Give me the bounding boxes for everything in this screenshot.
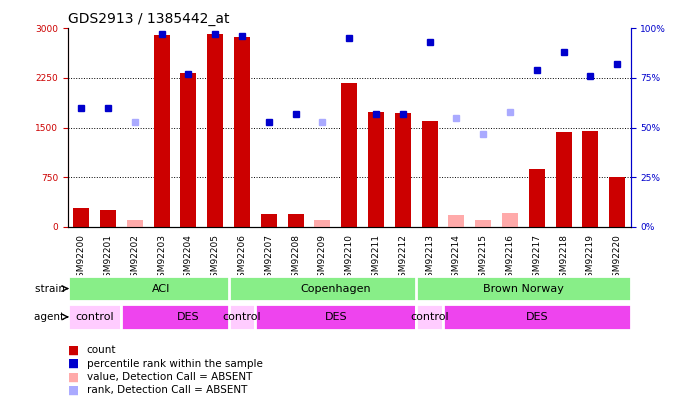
Text: count: count [87, 345, 117, 355]
Text: ACI: ACI [153, 284, 171, 294]
Bar [256, 304, 416, 330]
Text: control: control [410, 312, 449, 322]
Bar [529, 168, 545, 227]
Bar [228, 304, 256, 330]
Bar [100, 210, 116, 227]
Bar [502, 213, 518, 227]
Bar [416, 276, 631, 301]
Bar [368, 112, 384, 227]
Bar [416, 304, 443, 330]
Text: control: control [222, 312, 261, 322]
Text: agent: agent [35, 312, 68, 322]
Text: ■: ■ [68, 371, 79, 384]
Bar [422, 121, 437, 227]
Bar [234, 37, 250, 227]
Text: DES: DES [525, 312, 548, 322]
Bar [121, 304, 256, 330]
Bar [180, 73, 197, 227]
Text: Copenhagen: Copenhagen [300, 284, 371, 294]
Text: value, Detection Call = ABSENT: value, Detection Call = ABSENT [87, 372, 252, 382]
Bar [341, 83, 357, 227]
Bar [261, 214, 277, 227]
Bar [73, 208, 89, 227]
Bar [127, 220, 143, 227]
Text: DES: DES [325, 312, 347, 322]
Text: ■: ■ [68, 344, 79, 357]
Text: percentile rank within the sample: percentile rank within the sample [87, 359, 262, 369]
Bar [448, 215, 464, 227]
Bar [68, 304, 121, 330]
Bar [582, 131, 599, 227]
Bar [68, 276, 256, 301]
Bar [609, 177, 625, 227]
Text: DES: DES [177, 312, 200, 322]
Bar [228, 276, 443, 301]
Bar [315, 220, 330, 227]
Bar [287, 213, 304, 227]
Text: strain: strain [35, 284, 68, 294]
Text: ■: ■ [68, 384, 79, 397]
Bar [555, 132, 572, 227]
Bar [153, 35, 170, 227]
Text: GDS2913 / 1385442_at: GDS2913 / 1385442_at [68, 12, 229, 26]
Text: control: control [75, 312, 114, 322]
Text: rank, Detection Call = ABSENT: rank, Detection Call = ABSENT [87, 386, 247, 395]
Bar [443, 304, 631, 330]
Bar [207, 34, 223, 227]
Bar [475, 220, 491, 227]
Text: ■: ■ [68, 357, 79, 370]
Bar [395, 113, 411, 227]
Text: Brown Norway: Brown Norway [483, 284, 564, 294]
